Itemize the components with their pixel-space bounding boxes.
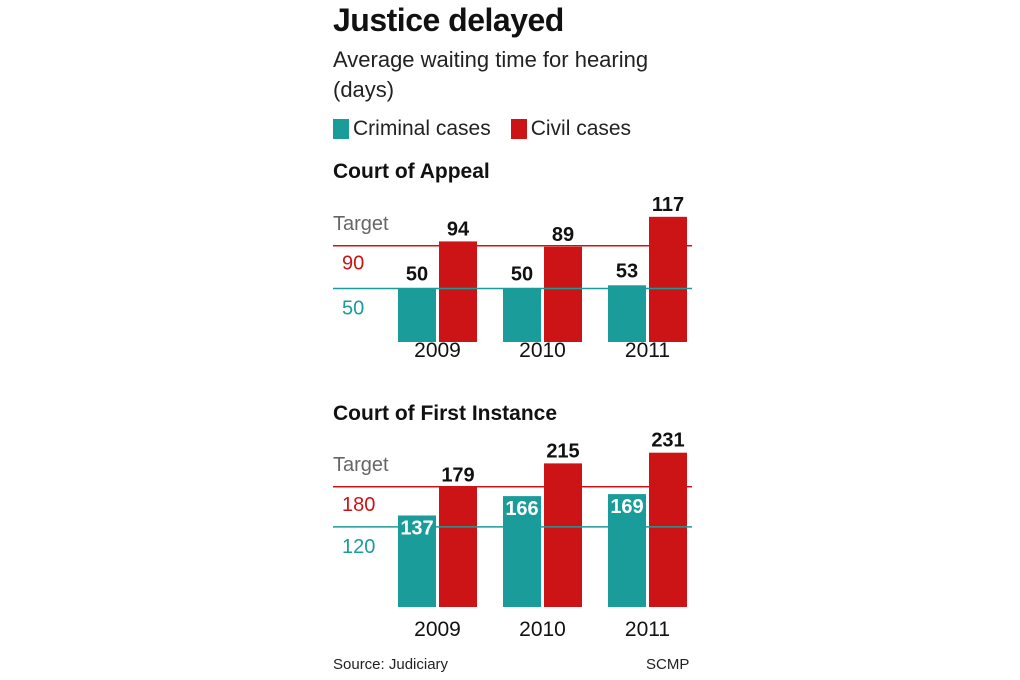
legend-item-criminal: Criminal cases	[333, 117, 491, 141]
value-label-civil-cases-2010: 215	[546, 440, 579, 462]
panel-title-appeal: Court of Appeal	[333, 160, 490, 183]
category-label-2011: 2011	[625, 618, 670, 641]
bar-criminal-cases-2011	[608, 285, 646, 342]
bar-criminal-cases-2009	[398, 515, 436, 607]
category-label-2010: 2010	[519, 618, 566, 641]
target-label-180: 180	[342, 494, 375, 516]
target-label-120: 120	[342, 536, 375, 558]
value-label-criminal-cases-2011: 169	[610, 496, 643, 518]
category-label-2009: 2009	[414, 339, 461, 362]
target-label-50: 50	[342, 298, 364, 320]
category-label-2009: 2009	[414, 618, 461, 641]
credit-note: SCMP	[646, 656, 690, 673]
bar-criminal-cases-2010	[503, 496, 541, 607]
chart-court-of-appeal: Target 90 50 50 94 50 89 53 117 2009 2010 2011	[333, 194, 692, 362]
bar-civil-cases-2010	[544, 246, 582, 342]
bar-civil-cases-2009	[439, 241, 477, 342]
legend-swatch-criminal	[333, 119, 349, 139]
bar-criminal-cases-2010	[503, 288, 541, 342]
value-label-civil-cases-2009: 94	[447, 218, 470, 240]
value-label-criminal-cases-2011: 53	[616, 260, 638, 282]
value-label-criminal-cases-2010: 50	[511, 264, 533, 286]
bar-civil-cases-2010	[544, 463, 582, 607]
value-label-civil-cases-2010: 89	[552, 224, 574, 246]
bar-civil-cases-2009	[439, 487, 477, 607]
bar-civil-cases-2011	[649, 216, 687, 342]
chart-subtitle: Average waiting time for hearing (days)	[333, 47, 649, 102]
value-label-civil-cases-2011: 231	[651, 430, 684, 452]
target-label-90: 90	[342, 253, 364, 275]
value-label-criminal-cases-2010: 166	[505, 498, 538, 520]
legend-item-civil: Civil cases	[510, 117, 632, 141]
legend: Criminal cases Civil cases	[333, 117, 651, 141]
bar-criminal-cases-2011	[608, 494, 646, 607]
chart-title: Justice delayed	[333, 2, 564, 38]
panel-title-first-instance: Court of First Instance	[333, 402, 558, 425]
legend-label-criminal: Criminal cases	[353, 117, 491, 140]
category-label-2011: 2011	[625, 339, 670, 362]
value-label-criminal-cases-2009: 137	[400, 517, 433, 539]
source-note: Source: Judiciary	[333, 656, 449, 673]
value-label-civil-cases-2009: 179	[441, 464, 474, 486]
legend-label-civil: Civil cases	[530, 117, 632, 140]
value-label-civil-cases-2011: 117	[652, 194, 684, 216]
value-label-criminal-cases-2009: 50	[406, 264, 428, 286]
target-heading: Target	[333, 454, 389, 476]
target-heading: Target	[333, 213, 389, 235]
category-label-2010: 2010	[519, 339, 566, 362]
legend-swatch-civil	[510, 119, 527, 139]
chart-court-of-first-instance: Target 180 120 137 179 166 215 169 231 2009 2010 20…	[333, 430, 692, 641]
bar-civil-cases-2011	[649, 452, 687, 607]
bar-criminal-cases-2009	[398, 288, 436, 342]
